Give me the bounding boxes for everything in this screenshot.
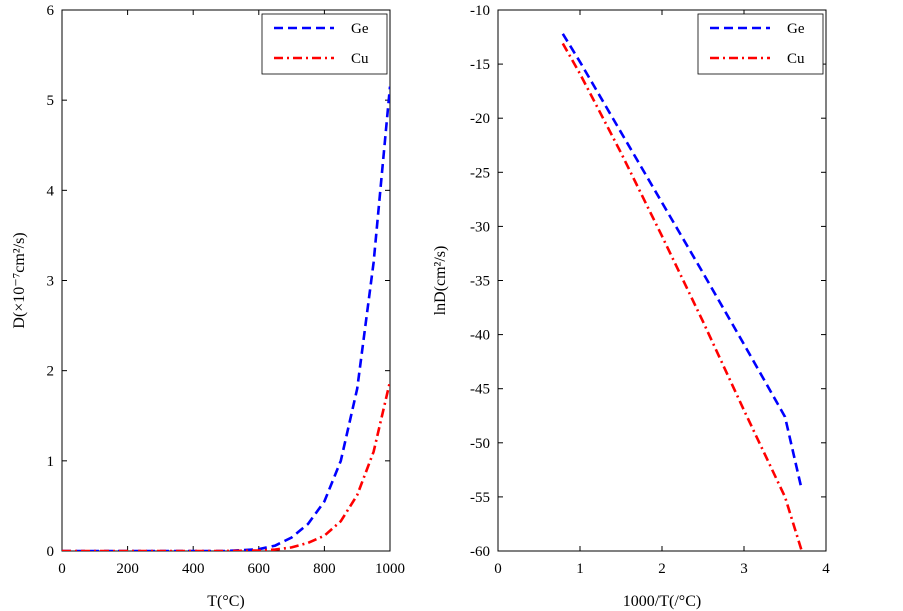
x-tick-label: 2	[658, 561, 666, 577]
y-tick-label: -45	[470, 382, 490, 398]
legend-box	[697, 13, 824, 75]
series-line-cu	[561, 42, 803, 551]
y-tick-label: -40	[470, 328, 490, 344]
y-tick-label: -60	[470, 544, 490, 560]
x-tick-label: 200	[116, 561, 139, 577]
chart-panel-2: 0 1 2 3 4 -60 -55 -50 -45 -40 -35 -30 -25 -20 -15 -10 10…	[432, 3, 830, 610]
plot-frame	[497, 9, 827, 552]
y-tick-label: -25	[470, 165, 490, 181]
x-tick-label: 0	[494, 561, 502, 577]
x-tick-label: 400	[182, 561, 205, 577]
y-tick-label: 0	[47, 544, 55, 560]
y-tick-label: -10	[470, 3, 490, 19]
x-tick-label: 4	[822, 561, 830, 577]
legend-label-ge: Ge	[351, 21, 369, 37]
y-tick-label: 2	[47, 364, 55, 380]
legend-label-cu: Cu	[787, 51, 805, 67]
y-tick-label: -30	[470, 219, 490, 235]
x-tick-label: 1000	[375, 561, 405, 577]
y-axis-label: D(×10⁻⁷cm²/s)	[11, 232, 28, 328]
y-tick-label: 6	[47, 3, 55, 19]
y-tick-label: 5	[47, 93, 55, 109]
x-tick-label: 1	[576, 561, 584, 577]
x-axis-label: T(°C)	[207, 593, 245, 610]
x-tick-label: 0	[58, 561, 66, 577]
series-line-ge	[561, 33, 803, 489]
y-tick-label: -20	[470, 111, 490, 127]
y-tick-label: -15	[470, 57, 490, 73]
series-line-cu	[62, 381, 390, 551]
y-tick-label: 4	[47, 183, 55, 199]
legend: Ge Cu	[697, 13, 824, 75]
legend-label-cu: Cu	[351, 51, 369, 67]
y-axis-label: lnD(cm²/s)	[432, 246, 449, 316]
x-tick-label: 3	[740, 561, 748, 577]
chart-panel-1: 0 200 400 600 800 1000 0 1 2 3 4 5 6 T(°C) D(×10⁻⁷cm²/…	[11, 3, 405, 610]
legend: Ge Cu	[261, 13, 388, 75]
x-axis-label: 1000/T(/°C)	[623, 593, 701, 610]
x-tick-label: 800	[313, 561, 336, 577]
y-tick-label: 1	[47, 454, 55, 470]
y-tick-label: -50	[470, 436, 490, 452]
plot-frame	[61, 9, 391, 552]
y-tick-label: 3	[47, 274, 55, 290]
legend-label-ge: Ge	[787, 21, 805, 37]
x-tick-label: 600	[248, 561, 271, 577]
y-tick-label: -55	[470, 490, 490, 506]
series-line-ge	[62, 86, 390, 551]
y-tick-label: -35	[470, 274, 490, 290]
legend-box	[261, 13, 388, 75]
